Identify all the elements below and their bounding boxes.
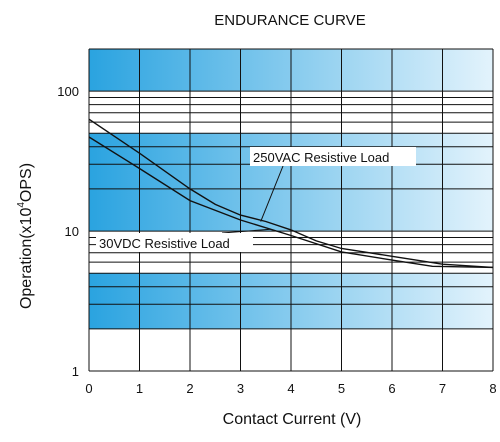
x-axis-ticks: 0 1 2 3 4 5 6 7 8 [85,381,496,396]
gridlines [88,48,494,372]
series-line-0 [88,118,494,269]
annotation-box-0 [250,147,416,166]
annotation-box-1 [96,233,253,252]
y-axis-label-exponent: 4 [16,202,27,208]
x-tick-label: 6 [388,381,395,396]
y-tick-label: 1 [72,364,79,379]
x-tick-label: 4 [287,381,294,396]
series-line-1 [88,136,494,269]
x-tick-label: 0 [85,381,92,396]
x-tick-label: 7 [439,381,446,396]
x-tick-label: 5 [338,381,345,396]
chart-title: ENDURANCE CURVE [214,12,365,29]
x-axis-label: Contact Current (V) [223,411,362,428]
x-tick-label: 1 [136,381,143,396]
annotation-label-1: 30VDC Resistive Load [99,236,230,251]
x-tick-label: 3 [237,381,244,396]
y-axis-ticks: 100 10 1 [57,84,79,379]
y-axis-label: Operation(x104OPS) [16,163,35,309]
annotation-leader-0 [260,165,284,222]
x-tick-label: 8 [489,381,496,396]
y-axis-label-unit: OPS) [18,163,35,202]
x-tick-label: 2 [186,381,193,396]
annotation-leader-1 [221,228,271,234]
y-tick-label: 10 [65,224,79,239]
series-lines [88,118,494,269]
y-tick-label: 100 [57,84,79,99]
y-axis-label-main: Operation(x10 [18,208,35,309]
annotation-label-0: 250VAC Resistive Load [253,150,389,165]
line-annotations: 250VAC Resistive Load 30VDC Resistive Loa… [96,147,416,252]
